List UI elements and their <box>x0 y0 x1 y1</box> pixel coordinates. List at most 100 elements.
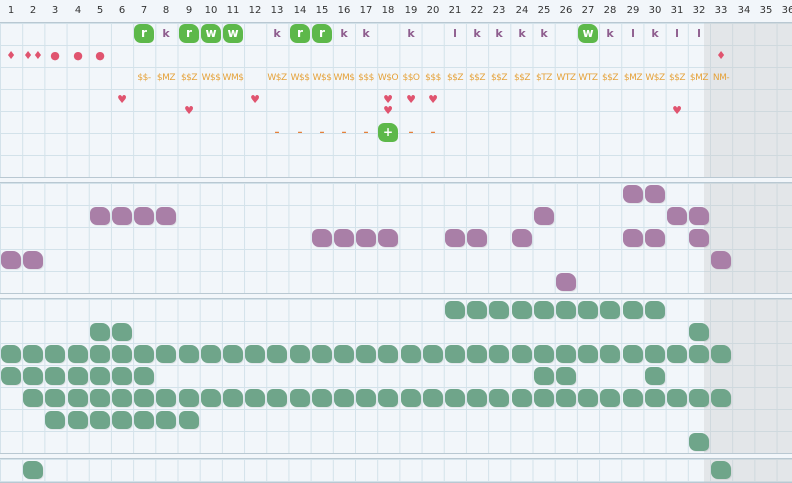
symbol-cell[interactable]: $$$ <box>355 67 377 89</box>
symbol-cell[interactable]: $MZ <box>155 67 177 89</box>
symbol-cell[interactable]: k <box>488 23 510 45</box>
green-block[interactable] <box>0 365 22 387</box>
green-block[interactable] <box>44 409 66 431</box>
symbol-cell[interactable]: k <box>466 23 488 45</box>
purple-block[interactable] <box>444 227 466 249</box>
column-header-36[interactable]: 36 <box>781 5 792 16</box>
green-block[interactable] <box>666 343 688 365</box>
green-block[interactable] <box>466 299 488 321</box>
green-block[interactable] <box>111 409 133 431</box>
column-header-16[interactable]: 16 <box>337 5 351 16</box>
column-header-11[interactable]: 11 <box>226 5 240 16</box>
symbol-cell[interactable]: l <box>688 23 710 45</box>
purple-block[interactable] <box>533 205 555 227</box>
symbol-cell[interactable]: $$- <box>133 67 155 89</box>
green-block[interactable] <box>44 387 66 409</box>
symbol-cell[interactable]: – <box>355 122 377 144</box>
green-block[interactable] <box>133 387 155 409</box>
green-block[interactable] <box>133 343 155 365</box>
green-block[interactable] <box>622 299 644 321</box>
column-header-22[interactable]: 22 <box>470 5 484 16</box>
symbol-cell[interactable]: $MZ <box>622 67 644 89</box>
green-block[interactable] <box>244 387 266 409</box>
green-block[interactable] <box>89 343 111 365</box>
symbol-cell[interactable]: ♥ <box>244 89 266 111</box>
purple-block[interactable] <box>133 205 155 227</box>
purple-block[interactable] <box>355 227 377 249</box>
symbol-cell[interactable]: ● <box>67 45 89 67</box>
green-block[interactable] <box>67 409 89 431</box>
symbol-cell[interactable]: ● <box>89 45 111 67</box>
symbol-cell[interactable]: W$O <box>377 67 399 89</box>
symbol-cell[interactable]: ♥ <box>111 89 133 111</box>
green-block[interactable] <box>533 365 555 387</box>
symbol-cell[interactable]: l <box>666 23 688 45</box>
green-block[interactable] <box>111 365 133 387</box>
purple-block[interactable] <box>466 227 488 249</box>
symbol-cell[interactable]: WM$ <box>222 67 244 89</box>
green-block[interactable] <box>688 387 710 409</box>
symbol-cell[interactable]: ♥ <box>666 100 688 122</box>
green-block[interactable] <box>222 343 244 365</box>
purple-block[interactable] <box>377 227 399 249</box>
column-header-13[interactable]: 13 <box>270 5 284 16</box>
green-block[interactable] <box>89 365 111 387</box>
green-block[interactable] <box>511 299 533 321</box>
green-block[interactable] <box>22 365 44 387</box>
column-header-17[interactable]: 17 <box>359 5 373 16</box>
green-block[interactable] <box>67 343 89 365</box>
green-block[interactable] <box>555 299 577 321</box>
symbol-cell[interactable]: r <box>311 23 333 45</box>
green-block[interactable] <box>0 343 22 365</box>
green-block[interactable] <box>688 343 710 365</box>
green-block[interactable] <box>355 387 377 409</box>
green-block[interactable] <box>555 343 577 365</box>
symbol-cell[interactable]: WTZ <box>577 67 599 89</box>
purple-block[interactable] <box>111 205 133 227</box>
green-block[interactable] <box>599 343 621 365</box>
symbol-cell[interactable]: k <box>644 23 666 45</box>
symbol-cell[interactable]: $$Z <box>511 67 533 89</box>
green-block[interactable] <box>155 409 177 431</box>
column-header-12[interactable]: 12 <box>248 5 262 16</box>
symbol-cell[interactable]: k <box>533 23 555 45</box>
column-header-23[interactable]: 23 <box>492 5 506 16</box>
green-block[interactable] <box>444 299 466 321</box>
symbol-cell[interactable]: W$$ <box>289 67 311 89</box>
column-header-18[interactable]: 18 <box>381 5 395 16</box>
symbol-cell[interactable]: $MZ <box>688 67 710 89</box>
green-block[interactable] <box>67 365 89 387</box>
green-block[interactable] <box>511 343 533 365</box>
symbol-cell[interactable]: ♥ <box>422 89 444 111</box>
column-header-31[interactable]: 31 <box>670 5 684 16</box>
green-block[interactable] <box>67 387 89 409</box>
symbol-cell[interactable]: ● <box>44 45 66 67</box>
green-block[interactable] <box>22 343 44 365</box>
column-header-25[interactable]: 25 <box>537 5 551 16</box>
symbol-cell[interactable]: ♥ <box>377 89 399 111</box>
green-block[interactable] <box>555 365 577 387</box>
symbol-cell[interactable]: ♥ <box>178 100 200 122</box>
symbol-cell[interactable]: WTZ <box>555 67 577 89</box>
green-block[interactable] <box>44 365 66 387</box>
green-block[interactable] <box>688 431 710 453</box>
symbol-cell[interactable]: k <box>333 23 355 45</box>
green-block[interactable] <box>644 365 666 387</box>
symbol-cell[interactable]: – <box>311 122 333 144</box>
column-header-29[interactable]: 29 <box>626 5 640 16</box>
green-block[interactable] <box>44 343 66 365</box>
green-block[interactable] <box>622 387 644 409</box>
green-block[interactable] <box>577 299 599 321</box>
symbol-cell[interactable]: NM- <box>710 67 732 89</box>
symbol-cell[interactable]: $$Z <box>666 67 688 89</box>
column-header-9[interactable]: 9 <box>185 5 193 16</box>
symbol-cell[interactable]: w <box>577 23 599 45</box>
column-header-20[interactable]: 20 <box>426 5 440 16</box>
green-block[interactable] <box>178 343 200 365</box>
green-block[interactable] <box>644 299 666 321</box>
green-block[interactable] <box>377 387 399 409</box>
green-block[interactable] <box>377 343 399 365</box>
purple-block[interactable] <box>622 227 644 249</box>
symbol-cell[interactable]: W$Z <box>266 67 288 89</box>
green-block[interactable] <box>289 387 311 409</box>
